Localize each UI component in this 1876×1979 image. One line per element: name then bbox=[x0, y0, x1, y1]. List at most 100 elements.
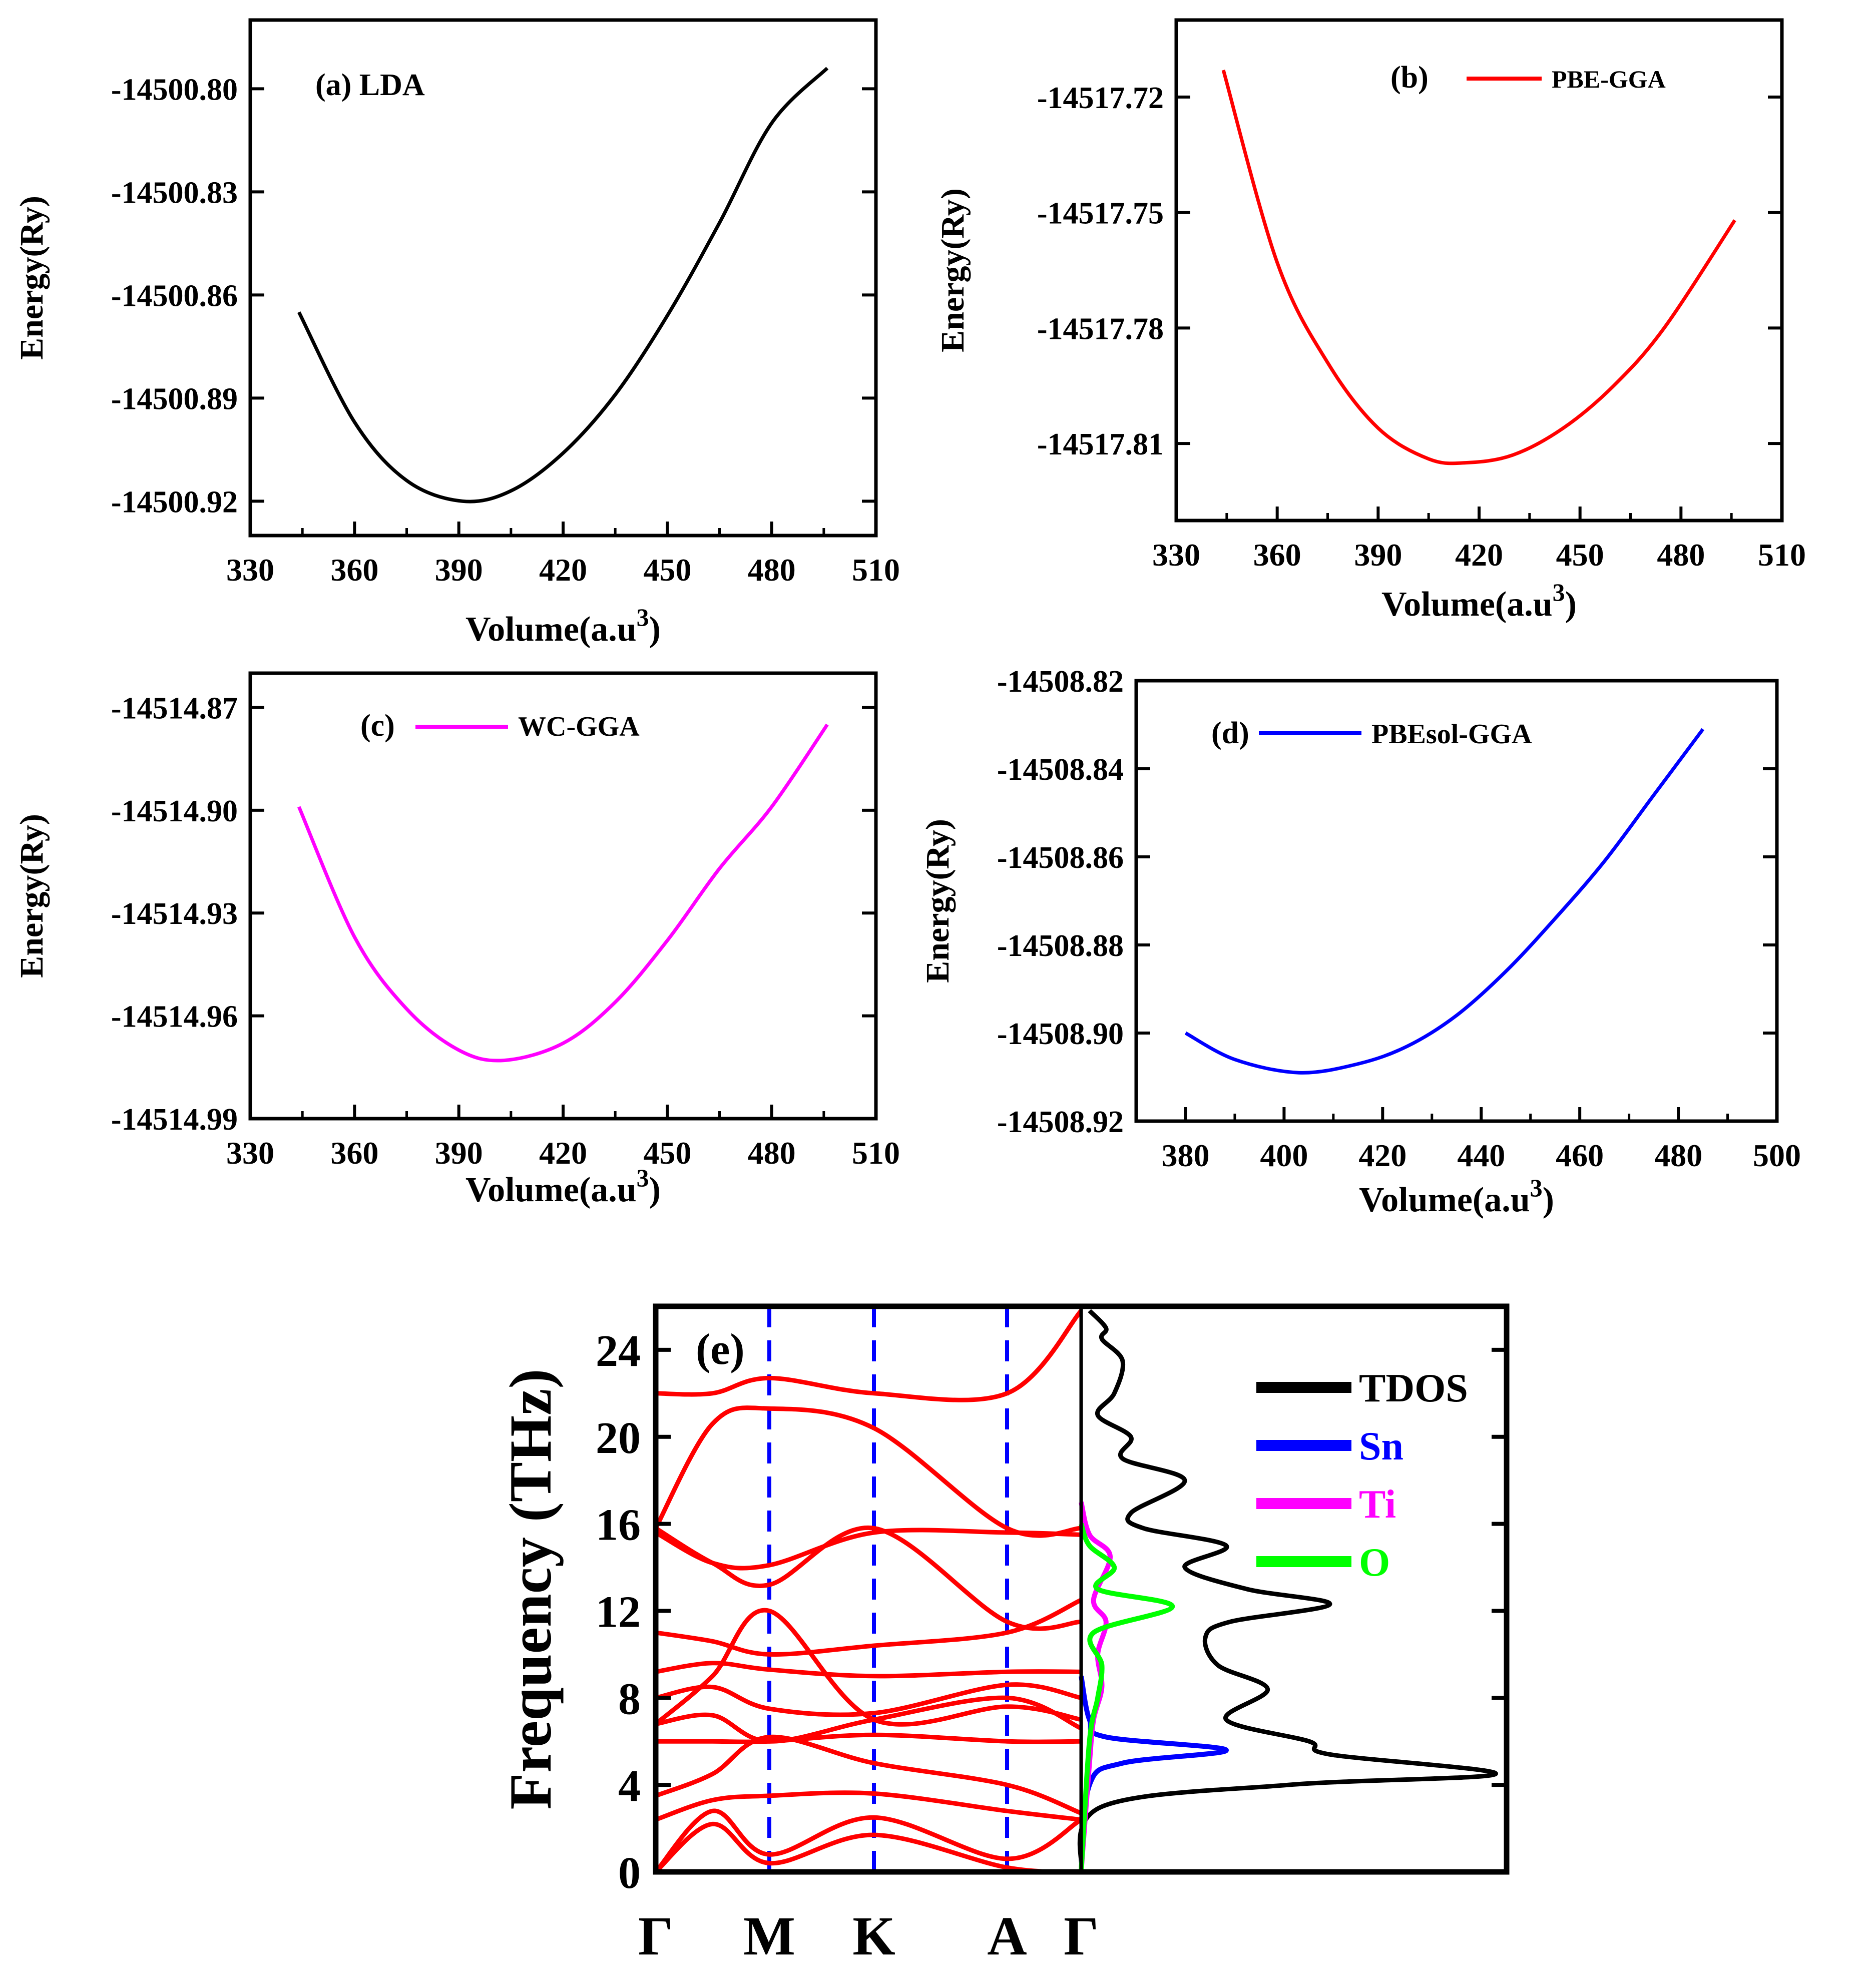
panel-d-xtick-label: 480 bbox=[1654, 1138, 1702, 1173]
panel-c-ytick-label: -14514.90 bbox=[111, 794, 238, 828]
phonon-band bbox=[655, 1682, 1082, 1717]
panel-c-xtick-label: 420 bbox=[539, 1135, 587, 1171]
kpoint-label: Γ bbox=[1064, 1905, 1099, 1966]
panel-b-xtick-label: 330 bbox=[1152, 537, 1200, 573]
kpoint-label: M bbox=[743, 1905, 795, 1966]
phonon-band bbox=[656, 1732, 1082, 1744]
panel-a-xtick-label: 330 bbox=[226, 552, 274, 588]
panel-d-xtick-label: 440 bbox=[1457, 1138, 1505, 1173]
panel-b-xtick-label: 480 bbox=[1657, 537, 1705, 573]
panel-b-xtick-label: 450 bbox=[1556, 537, 1604, 573]
panel-a-xtick-label: 390 bbox=[435, 552, 483, 588]
panel-d-xtick-label: 460 bbox=[1556, 1138, 1604, 1173]
panel-c-legend-label: WC-GGA bbox=[518, 711, 640, 742]
panel-c-xtick-label: 390 bbox=[435, 1135, 483, 1171]
panel-d-xtick-label: 500 bbox=[1753, 1138, 1801, 1173]
panel-b-ytick-label: -14517.78 bbox=[1037, 312, 1164, 346]
kpoint-label: Γ bbox=[638, 1905, 673, 1966]
panel-a-ytick-label: -14500.80 bbox=[111, 73, 238, 107]
phonon-band bbox=[654, 1821, 1082, 1874]
panel-e-ytick-label: 0 bbox=[618, 1848, 641, 1898]
panel-d-xtick-label: 400 bbox=[1260, 1138, 1308, 1173]
panel-d-xtick-label: 380 bbox=[1161, 1138, 1209, 1173]
phonon-band bbox=[654, 1405, 1082, 1538]
panel-c-ytick-label: -14514.99 bbox=[111, 1103, 238, 1137]
phonon-band bbox=[655, 1695, 1082, 1744]
panel-e-ytick-label: 24 bbox=[596, 1326, 641, 1376]
panel-b-curve bbox=[1221, 70, 1736, 465]
panel-c-ytick-label: -14514.96 bbox=[111, 1000, 238, 1034]
panel-b-xlabel: Volume(a.u3) bbox=[1381, 578, 1577, 624]
phonon-band bbox=[655, 1661, 1082, 1679]
panel-c-xtick-label: 360 bbox=[330, 1135, 378, 1171]
panel-a-curve bbox=[297, 67, 829, 504]
panel-c-ytick-label: -14514.87 bbox=[111, 691, 238, 725]
panel-a-ytick-label: -14500.92 bbox=[111, 485, 238, 519]
panel-e-label: (e) bbox=[696, 1325, 745, 1374]
panel-c: 330 360 390 420 450 480 510 -14514.87 -14514.90 -… bbox=[14, 671, 900, 1209]
legend-label-sn: Sn bbox=[1359, 1424, 1403, 1468]
panel-d-ylabel: Energy(Ry) bbox=[919, 819, 956, 983]
panel-c-xtick-label: 330 bbox=[226, 1135, 274, 1171]
panel-a-ytick-label: -14500.89 bbox=[111, 382, 238, 416]
panel-d-curve bbox=[1184, 728, 1705, 1075]
kpoint-label: K bbox=[852, 1905, 895, 1966]
phonon-band bbox=[654, 1608, 1082, 1727]
panel-d-ytick-label: -14508.82 bbox=[997, 665, 1124, 699]
legend-label-o: O bbox=[1359, 1541, 1390, 1585]
panel-b-ytick-label: -14517.72 bbox=[1037, 81, 1164, 115]
panel-d-xlabel: Volume(a.u3) bbox=[1359, 1174, 1554, 1219]
panel-d-ytick-label: -14508.90 bbox=[997, 1017, 1124, 1051]
panel-c-label: (c) bbox=[360, 709, 395, 743]
panel-e-ytick-label: 8 bbox=[618, 1674, 641, 1724]
panel-c-curve bbox=[297, 723, 829, 1063]
panel-d-ytick-label: -14508.86 bbox=[997, 841, 1124, 875]
panel-c-ytick-label: -14514.93 bbox=[111, 897, 238, 931]
panel-a-xlabel: Volume(a.u3) bbox=[465, 603, 661, 649]
panel-b-xtick-label: 420 bbox=[1455, 537, 1503, 573]
legend-label-tdos: TDOS bbox=[1359, 1366, 1468, 1410]
panel-c-xlabel: Volume(a.u3) bbox=[465, 1164, 661, 1209]
panel-a-ytick-label: -14500.83 bbox=[111, 176, 238, 210]
panel-e-legend: TDOS Sn Ti O bbox=[1256, 1366, 1468, 1585]
panel-b-ylabel: Energy(Ry) bbox=[934, 188, 971, 352]
panel-a-xtick-label: 450 bbox=[643, 552, 691, 588]
panel-b-ytick-label: -14517.81 bbox=[1037, 427, 1164, 461]
phonon-band bbox=[654, 1808, 1083, 1874]
phonon-band bbox=[655, 1309, 1083, 1402]
panel-a-xtick-label: 420 bbox=[539, 552, 587, 588]
panel-a-xtick-label: 360 bbox=[330, 552, 378, 588]
panel-d-ytick-label: -14508.84 bbox=[997, 753, 1124, 787]
phonon-band bbox=[655, 1790, 1082, 1822]
panel-a: 330 360 390 420 450 480 510 -14500.80 -14500.83 -… bbox=[14, 18, 900, 649]
panel-a-ytick-label: -14500.86 bbox=[111, 279, 238, 313]
panel-d-ytick-label: -14508.92 bbox=[997, 1105, 1124, 1139]
panel-a-label: (a) LDA bbox=[315, 68, 425, 102]
panel-e-ylabel: Frequency (THz) bbox=[497, 1369, 564, 1810]
dos-curve-tdos bbox=[1077, 1309, 1498, 1873]
panel-d-ytick-label: -14508.88 bbox=[997, 929, 1124, 963]
panel-b: 330 360 390 420 450 480 510 -14517.72 -14517.75 -… bbox=[934, 18, 1806, 624]
panel-c-ylabel: Energy(Ry) bbox=[14, 814, 50, 978]
dos-curve-o bbox=[1079, 1523, 1175, 1872]
kpoint-label: A bbox=[987, 1905, 1027, 1966]
panel-e-ytick-label: 20 bbox=[596, 1413, 641, 1463]
panel-d-legend-label: PBEsol-GGA bbox=[1371, 719, 1532, 750]
phonon-band bbox=[655, 1598, 1082, 1657]
panel-e-ytick-label: 4 bbox=[618, 1761, 641, 1811]
panel-a-ylabel: Energy(Ry) bbox=[14, 196, 50, 360]
panel-b-xtick-label: 390 bbox=[1354, 537, 1402, 573]
panel-e-ytick-label: 16 bbox=[596, 1501, 641, 1550]
panel-d-frame bbox=[1134, 679, 1779, 1123]
panel-b-xtick-label: 360 bbox=[1253, 537, 1301, 573]
panel-b-xtick-label: 510 bbox=[1758, 537, 1806, 573]
panel-e-ytick-label: 12 bbox=[596, 1587, 641, 1637]
legend-label-ti: Ti bbox=[1359, 1482, 1396, 1527]
panel-d: 380 400 420 440 460 480 500 -14508.82 -14508.84 -… bbox=[919, 665, 1801, 1219]
panel-b-legend-label: PBE-GGA bbox=[1552, 65, 1666, 93]
panel-d-label: (d) bbox=[1211, 716, 1249, 750]
panel-c-xtick-label: 450 bbox=[643, 1135, 691, 1171]
phonon-band bbox=[655, 1734, 1082, 1815]
